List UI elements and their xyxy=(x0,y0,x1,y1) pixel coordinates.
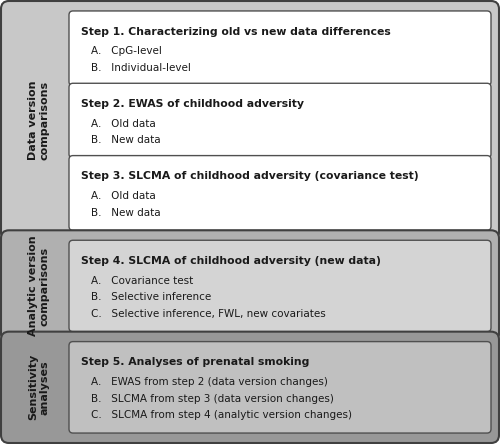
Text: C.   Selective inference, FWL, new covariates: C. Selective inference, FWL, new covaria… xyxy=(91,309,326,319)
FancyBboxPatch shape xyxy=(69,83,491,158)
Text: B.   New data: B. New data xyxy=(91,208,160,218)
Text: Step 2. EWAS of childhood adversity: Step 2. EWAS of childhood adversity xyxy=(81,99,304,109)
Text: A.   Old data: A. Old data xyxy=(91,191,156,201)
Text: C.   SLCMA from step 4 (analytic version changes): C. SLCMA from step 4 (analytic version c… xyxy=(91,410,352,420)
FancyBboxPatch shape xyxy=(69,341,491,433)
FancyBboxPatch shape xyxy=(1,230,499,341)
FancyBboxPatch shape xyxy=(69,11,491,86)
FancyBboxPatch shape xyxy=(69,155,491,230)
Text: Step 1. Characterizing old vs new data differences: Step 1. Characterizing old vs new data d… xyxy=(81,27,391,37)
Text: B.   New data: B. New data xyxy=(91,135,160,145)
Text: Step 5. Analyses of prenatal smoking: Step 5. Analyses of prenatal smoking xyxy=(81,357,310,367)
FancyBboxPatch shape xyxy=(1,1,499,240)
Text: Step 4. SLCMA of childhood adversity (new data): Step 4. SLCMA of childhood adversity (ne… xyxy=(81,256,381,266)
Text: Analytic version
comparisons: Analytic version comparisons xyxy=(28,236,50,336)
FancyBboxPatch shape xyxy=(69,240,491,332)
Text: A.   EWAS from step 2 (data version changes): A. EWAS from step 2 (data version change… xyxy=(91,377,328,387)
Text: Step 3. SLCMA of childhood adversity (covariance test): Step 3. SLCMA of childhood adversity (co… xyxy=(81,171,418,181)
Text: B.   Selective inference: B. Selective inference xyxy=(91,293,211,302)
Text: Data version
comparisons: Data version comparisons xyxy=(28,81,50,160)
Text: Sensitivity
analyses: Sensitivity analyses xyxy=(28,354,50,420)
Text: B.   Individual-level: B. Individual-level xyxy=(91,63,191,73)
FancyBboxPatch shape xyxy=(1,332,499,443)
Text: A.   Old data: A. Old data xyxy=(91,119,156,129)
Text: A.   Covariance test: A. Covariance test xyxy=(91,276,193,285)
Text: A.   CpG-level: A. CpG-level xyxy=(91,46,162,56)
Text: B.   SLCMA from step 3 (data version changes): B. SLCMA from step 3 (data version chang… xyxy=(91,394,334,404)
